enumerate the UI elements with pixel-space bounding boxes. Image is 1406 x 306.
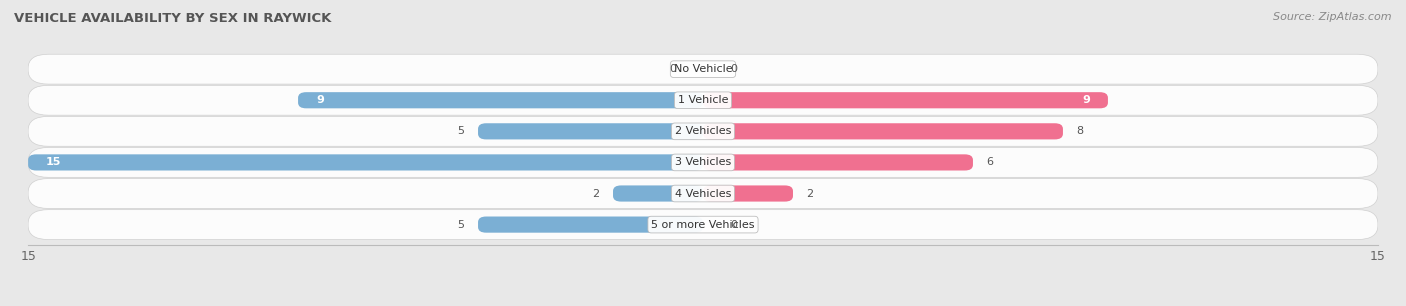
FancyBboxPatch shape xyxy=(478,123,703,140)
FancyBboxPatch shape xyxy=(28,85,1378,115)
Text: VEHICLE AVAILABILITY BY SEX IN RAYWICK: VEHICLE AVAILABILITY BY SEX IN RAYWICK xyxy=(14,12,332,25)
Text: 2: 2 xyxy=(592,188,599,199)
FancyBboxPatch shape xyxy=(703,123,1063,140)
FancyBboxPatch shape xyxy=(28,116,1378,146)
Text: 9: 9 xyxy=(1083,95,1090,105)
Text: 2: 2 xyxy=(807,188,814,199)
FancyBboxPatch shape xyxy=(28,54,1378,84)
Text: No Vehicle: No Vehicle xyxy=(673,64,733,74)
Text: 3 Vehicles: 3 Vehicles xyxy=(675,157,731,167)
FancyBboxPatch shape xyxy=(28,179,1378,208)
Text: 4 Vehicles: 4 Vehicles xyxy=(675,188,731,199)
Text: 0: 0 xyxy=(730,220,737,230)
FancyBboxPatch shape xyxy=(28,210,1378,240)
Text: 5: 5 xyxy=(457,126,464,136)
FancyBboxPatch shape xyxy=(298,92,703,108)
Text: 1 Vehicle: 1 Vehicle xyxy=(678,95,728,105)
Text: 0: 0 xyxy=(730,64,737,74)
Text: 9: 9 xyxy=(316,95,323,105)
Text: Source: ZipAtlas.com: Source: ZipAtlas.com xyxy=(1274,12,1392,22)
Text: 15: 15 xyxy=(46,157,62,167)
Text: 5 or more Vehicles: 5 or more Vehicles xyxy=(651,220,755,230)
Text: 0: 0 xyxy=(669,64,676,74)
FancyBboxPatch shape xyxy=(28,154,703,170)
Text: 6: 6 xyxy=(987,157,994,167)
FancyBboxPatch shape xyxy=(478,217,703,233)
FancyBboxPatch shape xyxy=(703,92,1108,108)
FancyBboxPatch shape xyxy=(703,185,793,202)
FancyBboxPatch shape xyxy=(613,185,703,202)
FancyBboxPatch shape xyxy=(703,154,973,170)
Text: 5: 5 xyxy=(457,220,464,230)
FancyBboxPatch shape xyxy=(28,147,1378,177)
Text: 2 Vehicles: 2 Vehicles xyxy=(675,126,731,136)
Text: 8: 8 xyxy=(1077,126,1084,136)
